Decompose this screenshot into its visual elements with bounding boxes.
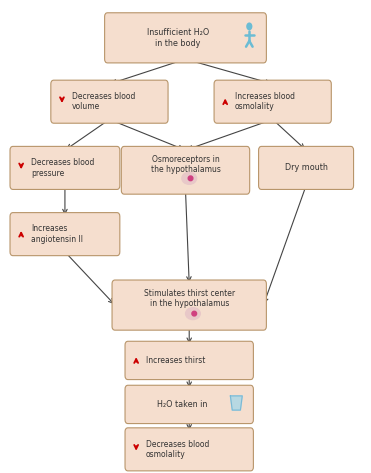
Text: Increases
angiotensin II: Increases angiotensin II — [31, 224, 83, 244]
FancyBboxPatch shape — [125, 342, 253, 379]
Ellipse shape — [188, 176, 193, 181]
Text: Osmoreceptors in
the hypothalamus: Osmoreceptors in the hypothalamus — [151, 155, 220, 174]
FancyBboxPatch shape — [125, 385, 253, 424]
Ellipse shape — [186, 307, 200, 320]
Text: Decreases blood
osmolality: Decreases blood osmolality — [146, 439, 209, 459]
Text: Stimulates thirst center
in the hypothalamus: Stimulates thirst center in the hypothal… — [144, 289, 235, 308]
Text: Increases thirst: Increases thirst — [146, 356, 205, 365]
FancyBboxPatch shape — [125, 428, 253, 471]
FancyBboxPatch shape — [51, 80, 168, 123]
Text: Decreases blood
pressure: Decreases blood pressure — [31, 158, 94, 178]
Text: Increases blood
osmolality: Increases blood osmolality — [235, 92, 295, 112]
Polygon shape — [230, 396, 242, 410]
FancyBboxPatch shape — [10, 213, 120, 255]
Circle shape — [246, 22, 252, 30]
FancyBboxPatch shape — [10, 147, 120, 190]
Text: H₂O taken in: H₂O taken in — [157, 400, 207, 409]
Ellipse shape — [182, 172, 197, 184]
Text: Decreases blood
volume: Decreases blood volume — [72, 92, 135, 112]
Text: Dry mouth: Dry mouth — [285, 163, 328, 173]
Text: Insufficient H₂O
in the body: Insufficient H₂O in the body — [147, 28, 209, 48]
FancyBboxPatch shape — [105, 13, 266, 63]
FancyBboxPatch shape — [112, 280, 266, 330]
FancyBboxPatch shape — [121, 147, 250, 194]
Ellipse shape — [192, 311, 197, 316]
FancyBboxPatch shape — [214, 80, 331, 123]
FancyBboxPatch shape — [259, 147, 354, 190]
